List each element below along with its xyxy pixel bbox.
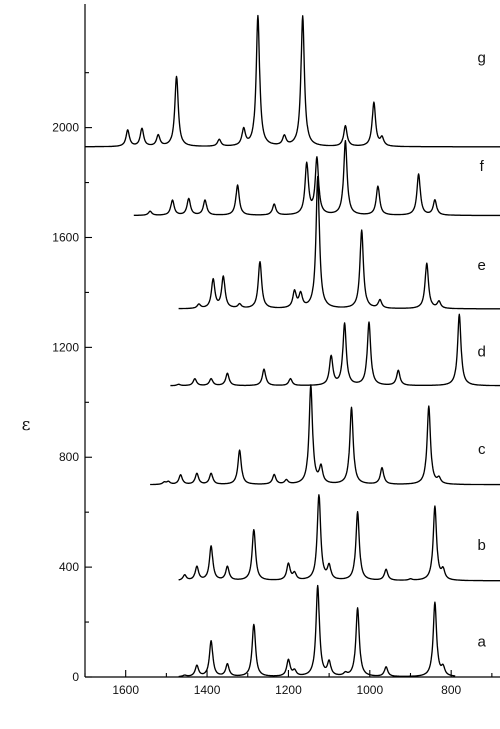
spectra-traces (84, 14, 500, 678)
y-tick-label: 800 (59, 450, 79, 464)
trace-label-b: b (478, 537, 486, 554)
x-tick-label: 1400 (194, 683, 221, 697)
spectrum-trace-d (170, 313, 500, 387)
x-tick-label: 800 (441, 683, 461, 697)
spectrum-trace-a (178, 584, 456, 678)
trace-label-c: c (478, 441, 486, 458)
trace-labels: a b c d e f g (478, 50, 487, 651)
spectrum-trace-g (84, 14, 500, 148)
spectrum-trace-e (178, 175, 500, 310)
spectrum-trace-f (133, 140, 500, 217)
trace-label-e: e (478, 257, 486, 274)
y-axis-label: ε (22, 415, 31, 435)
spectrum-trace-b (178, 494, 500, 582)
y-tick-label: 0 (72, 670, 79, 684)
trace-label-g: g (478, 50, 486, 67)
x-tick-label: 1000 (356, 683, 383, 697)
trace-label-d: d (478, 343, 486, 360)
trace-label-f: f (480, 158, 485, 175)
x-tick-label: 1200 (275, 683, 302, 697)
spectrum-trace-c (149, 384, 500, 486)
y-tick-label: 400 (59, 560, 79, 574)
y-tick-label: 2000 (52, 121, 79, 135)
y-tick-label: 1600 (52, 230, 79, 244)
y-tick-label: 1200 (52, 340, 79, 354)
x-tick-label: 1600 (112, 683, 139, 697)
axes: 1600 1400 1200 1000 800 0 400 800 1200 1600 2000 (52, 4, 500, 697)
trace-label-a: a (478, 633, 487, 650)
